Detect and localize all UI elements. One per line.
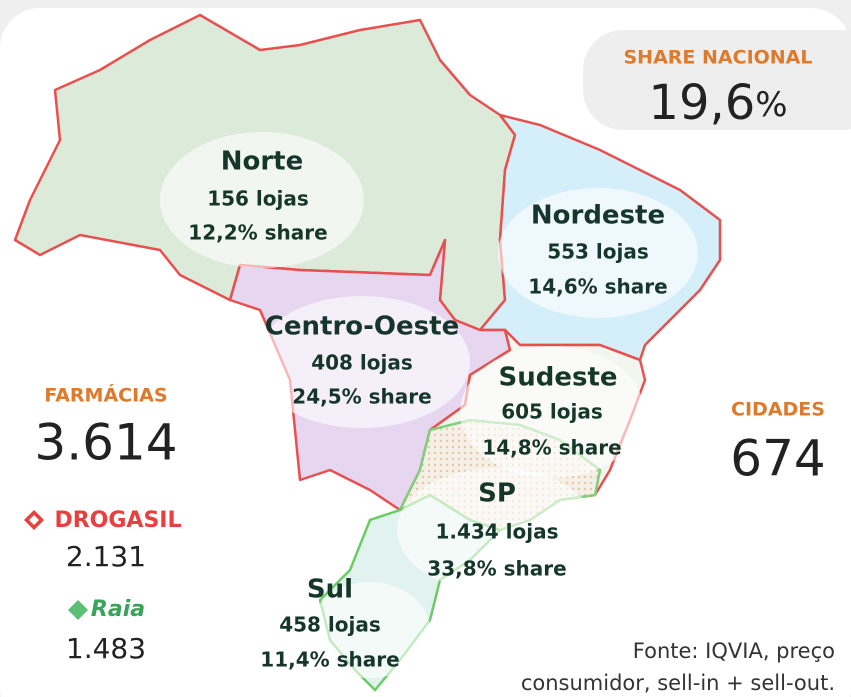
cities-value: 674 xyxy=(730,430,825,488)
region-share: 14,8% share xyxy=(482,436,621,460)
region-share: 11,4% share xyxy=(260,648,399,672)
pharmacies-label: FARMÁCIAS xyxy=(44,384,167,407)
label-bg xyxy=(397,468,597,592)
label-bg xyxy=(310,582,430,678)
region-name: Sul xyxy=(307,575,353,605)
region-share: 24,5% share xyxy=(292,385,431,409)
brand-value: 2.131 xyxy=(66,540,146,573)
region-share: 14,6% share xyxy=(528,275,667,299)
map xyxy=(13,13,722,692)
brand-name: DROGASIL xyxy=(54,508,181,533)
region-stores: 605 lojas xyxy=(501,400,603,424)
region-stores: 156 lojas xyxy=(207,187,309,211)
source-line: consumidor, sell-in + sell-out. xyxy=(521,671,835,695)
region-stores: 1.434 lojas xyxy=(435,520,558,544)
region-stores: 408 lojas xyxy=(311,351,413,375)
region-stores: 458 lojas xyxy=(279,613,381,637)
national-value: 19,6% xyxy=(648,75,787,131)
brand-name: Raia xyxy=(91,597,145,622)
pharmacies-value: 3.614 xyxy=(34,414,177,472)
region-name: Sudeste xyxy=(498,363,617,393)
region-stores: 553 lojas xyxy=(547,240,649,264)
region-labels: Norte 156 lojas 12,2% share Nordeste 553… xyxy=(188,147,667,672)
value: 19,6 xyxy=(648,75,755,131)
label-bg xyxy=(460,346,644,478)
national-box xyxy=(583,30,851,130)
raia-icon xyxy=(68,600,88,620)
national-label: SHARE NACIONAL xyxy=(624,47,813,69)
region-share: 33,8% share xyxy=(427,557,566,581)
label-bg xyxy=(254,296,470,428)
label-bg xyxy=(160,132,364,268)
region-name: Nordeste xyxy=(531,201,665,231)
region-name: Norte xyxy=(221,147,304,177)
region-share: 12,2% share xyxy=(188,221,327,245)
label-bg xyxy=(498,188,698,318)
region-name: Centro-Oeste xyxy=(265,312,459,342)
region-name: SP xyxy=(478,479,516,509)
source-line: Fonte: IQVIA, preço xyxy=(633,639,835,663)
unit: % xyxy=(755,85,787,125)
brand-value: 1.483 xyxy=(66,632,146,665)
drogasil-icon xyxy=(24,510,44,530)
cities-label: CIDADES xyxy=(731,399,825,421)
